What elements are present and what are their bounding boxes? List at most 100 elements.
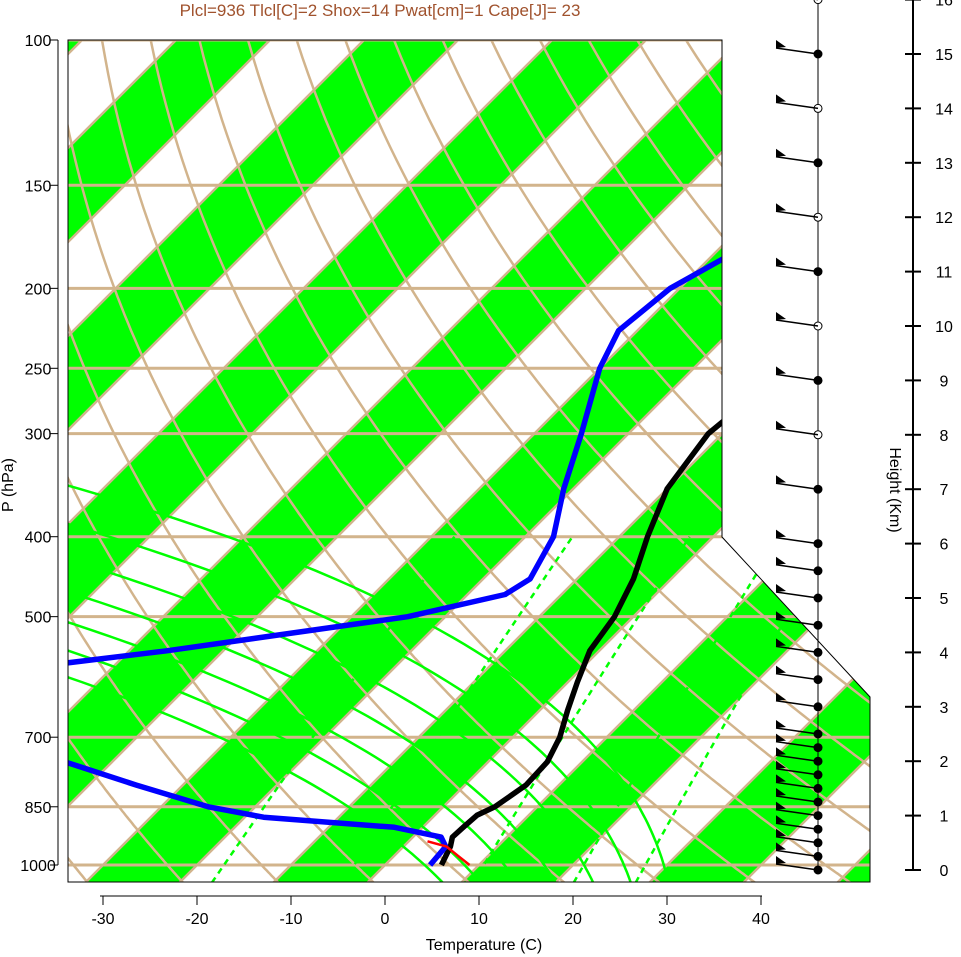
x-tick-label: 30 (658, 911, 676, 928)
mixing-ratio-line (341, 535, 574, 882)
wind-barb-shaft (775, 428, 819, 436)
mixing-ratio-line (210, 535, 456, 882)
wind-barb-shaft (775, 808, 819, 817)
isotherm-line (0, 22, 6, 883)
dewpoint-line (68, 40, 870, 867)
wind-barb-flag (776, 788, 786, 796)
wind-barb-shaft (775, 849, 819, 858)
wind-barb-flag (776, 733, 786, 742)
wind-barb-flag (776, 842, 786, 851)
wind-barb-shaft (775, 754, 819, 762)
y-tick-label: 250 (25, 361, 52, 378)
wind-barb-shaft (775, 836, 819, 844)
green-band (461, 40, 870, 882)
x-axis: -30 -20 -10 0 10 20 30 40 (91, 895, 770, 928)
moist-adiabat (68, 367, 632, 882)
parcel-line (427, 840, 471, 866)
wind-barb-flag (776, 148, 786, 157)
wind-barb-flag (776, 475, 786, 484)
y-tick-label: 1000 (20, 858, 56, 875)
wind-barb-shaft (775, 373, 819, 382)
isotherm-line (554, 40, 870, 882)
wind-barb-shaft (775, 101, 819, 110)
height-tick-label: 4 (940, 645, 949, 662)
height-tick-label: 7 (940, 482, 949, 499)
wind-barb-flag (776, 312, 786, 320)
height-tick-label: 6 (940, 537, 949, 554)
dry-adiabat (337, 40, 870, 882)
isotherm-line (68, 40, 666, 882)
wind-barb-flag (776, 257, 786, 266)
height-tick-label: 10 (935, 319, 953, 336)
moist-adiabat (68, 367, 519, 882)
height-tick-label: 8 (940, 428, 949, 445)
wind-barb-flag (776, 584, 786, 592)
dry-adiabat (145, 40, 756, 882)
mixing-ratio-line (634, 536, 836, 882)
dry-adiabat (68, 40, 280, 882)
wind-barb-flag (776, 828, 786, 837)
dry-adiabat (289, 40, 870, 882)
isotherm-line (648, 40, 870, 882)
isotherm-line (460, 40, 870, 882)
wind-barb-shaft (775, 618, 819, 626)
wind-barb-shaft (775, 536, 819, 545)
wind-barb-shaft (775, 156, 819, 164)
mixing-ratio-line (572, 536, 781, 882)
wind-barb-shaft (775, 863, 819, 871)
y-tick-label: 700 (25, 730, 52, 747)
height-tick-label: 0 (940, 863, 949, 880)
x-axis-label: Temperature (C) (426, 937, 542, 954)
y-axis-label: P (hPa) (0, 458, 17, 512)
height-tick-label: 3 (940, 700, 949, 717)
height-tick-label: 13 (935, 156, 953, 173)
moist-adiabat (68, 367, 670, 882)
wind-barb-flag (776, 665, 786, 674)
plot-frame (67, 39, 871, 883)
height-tick-label: 16 (935, 0, 953, 10)
chart-title: Plcl=936 Tlcl[C]=2 Shox=14 Pwat[cm]=1 Ca… (180, 1, 581, 20)
wind-barb-flag (776, 638, 786, 647)
moist-adiabat (68, 367, 444, 882)
isotherm-line (68, 40, 572, 882)
wind-barb-shaft (775, 700, 819, 708)
y-tick-label: 500 (25, 610, 52, 627)
height-tick-label: 11 (936, 265, 953, 282)
height-axis-label: Height (Km) (886, 447, 903, 532)
mixing-ratio-lines (210, 535, 836, 882)
dry-adiabat (68, 40, 184, 882)
green-bands (68, 40, 870, 882)
wind-barb-flag (776, 774, 786, 783)
y-tick-label: 150 (25, 178, 52, 195)
dry-adiabat (433, 40, 870, 882)
wind-barb-flag (776, 40, 786, 48)
wind-barb-flag (776, 203, 786, 212)
y-tick-label: 100 (25, 33, 52, 50)
sounding-traces (68, 40, 870, 867)
x-tick-label: 0 (381, 911, 390, 928)
y-tick-label: 850 (25, 800, 52, 817)
wind-barb-flag (776, 611, 786, 620)
green-band (68, 40, 665, 882)
wind-barb-flag (776, 529, 786, 538)
x-tick-label: 20 (564, 911, 582, 928)
wind-barb-shaft (775, 482, 819, 490)
moist-adiabat (68, 367, 595, 882)
moist-adiabat (68, 367, 557, 882)
y-axis: 100 150 200 250 300 400 500 700 850 1000 (20, 33, 59, 875)
green-band (68, 40, 477, 882)
height-tick-label: 5 (940, 591, 949, 608)
height-tick-label: 9 (940, 373, 949, 390)
x-tick-label: -30 (91, 911, 114, 928)
wind-barb-flag (776, 856, 786, 864)
wind-barb-shaft (775, 672, 819, 681)
wind-barb-flag (776, 760, 786, 769)
isotherm-line (68, 40, 854, 882)
wind-barb-shaft (775, 645, 819, 654)
wind-barb-shaft (775, 210, 819, 218)
wind-barb-flag (776, 366, 786, 375)
wind-barb-point (813, 0, 823, 5)
x-tick-label: -10 (279, 911, 302, 928)
wind-barb-shaft (775, 47, 819, 55)
